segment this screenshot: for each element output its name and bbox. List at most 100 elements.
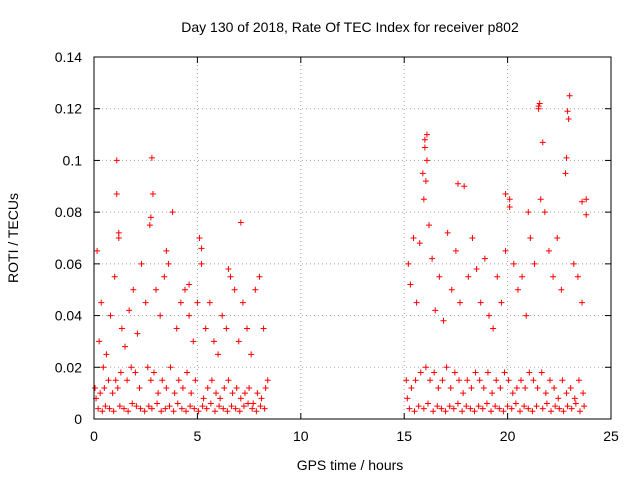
data-point — [423, 131, 430, 138]
data-point — [110, 408, 117, 415]
data-point — [211, 408, 218, 415]
data-point — [225, 377, 232, 384]
data-point — [129, 400, 136, 407]
data-point — [178, 405, 185, 412]
data-point — [411, 408, 418, 415]
data-point — [432, 307, 439, 314]
data-point — [413, 299, 420, 306]
data-point — [448, 286, 455, 293]
data-point — [206, 299, 213, 306]
data-point — [235, 338, 242, 345]
data-point — [262, 384, 269, 391]
data-point — [456, 377, 463, 384]
data-point — [537, 196, 544, 203]
data-point — [525, 405, 532, 412]
data-point — [442, 408, 449, 415]
data-point — [579, 299, 586, 306]
data-point — [505, 377, 512, 384]
data-point — [419, 170, 426, 177]
data-point — [424, 400, 431, 407]
data-point — [159, 377, 166, 384]
data-point — [177, 299, 184, 306]
data-point — [113, 191, 120, 198]
data-point — [574, 273, 581, 280]
data-point — [454, 400, 461, 407]
data-point — [115, 229, 122, 236]
data-point — [166, 403, 173, 410]
data-point — [233, 384, 240, 391]
data-point — [451, 369, 458, 376]
data-point — [133, 403, 140, 410]
data-point — [158, 408, 165, 415]
data-point — [526, 369, 533, 376]
data-points — [92, 92, 590, 415]
data-point — [410, 235, 417, 241]
data-point — [496, 405, 503, 412]
data-point — [420, 196, 427, 203]
data-point — [184, 369, 191, 376]
data-point — [249, 405, 256, 412]
data-point — [195, 408, 202, 415]
data-point — [568, 405, 575, 412]
y-tick-label: 0 — [74, 411, 82, 427]
data-point — [253, 408, 260, 415]
data-point — [459, 408, 466, 415]
data-point — [223, 325, 230, 332]
data-point — [490, 325, 497, 332]
y-tick-label: 0.08 — [55, 204, 82, 220]
data-point — [534, 384, 541, 391]
data-point — [457, 299, 464, 306]
data-point — [198, 245, 205, 252]
data-point — [106, 405, 113, 412]
data-point — [439, 377, 446, 384]
data-point — [194, 299, 201, 306]
data-point — [147, 377, 154, 384]
data-point — [563, 154, 570, 161]
data-point — [100, 364, 107, 371]
data-point — [583, 211, 590, 218]
data-point — [436, 273, 443, 280]
y-tick-label: 0.12 — [55, 101, 82, 117]
data-point — [538, 369, 545, 376]
data-point — [404, 395, 411, 402]
data-point — [426, 222, 433, 229]
data-point — [438, 405, 445, 412]
data-point — [260, 325, 267, 332]
data-point — [472, 369, 479, 376]
data-point — [476, 377, 483, 384]
data-point — [221, 384, 228, 391]
data-point — [203, 405, 210, 412]
data-point — [572, 400, 579, 407]
data-point — [170, 408, 177, 415]
data-point — [422, 364, 429, 371]
data-point — [434, 403, 441, 410]
data-point — [228, 403, 235, 410]
data-point — [405, 260, 412, 267]
data-point — [227, 273, 234, 280]
data-point — [145, 403, 152, 410]
data-point — [564, 403, 571, 410]
data-point — [543, 400, 550, 407]
data-point — [485, 312, 492, 319]
data-point — [512, 400, 519, 407]
data-point — [130, 286, 137, 293]
data-point — [571, 395, 578, 402]
data-point — [109, 390, 116, 397]
y-tick-label: 0.02 — [55, 359, 82, 375]
data-point — [150, 369, 157, 376]
data-point — [148, 405, 155, 412]
data-point — [461, 183, 468, 190]
data-point — [502, 247, 509, 254]
data-point — [95, 405, 102, 412]
data-point — [134, 330, 141, 337]
data-point — [454, 180, 461, 187]
data-point — [224, 408, 231, 415]
data-point — [117, 369, 124, 376]
data-point — [559, 377, 566, 384]
data-point — [545, 247, 552, 254]
data-point — [171, 390, 178, 397]
data-point — [417, 369, 424, 376]
data-point — [124, 377, 131, 384]
data-point — [447, 384, 454, 391]
